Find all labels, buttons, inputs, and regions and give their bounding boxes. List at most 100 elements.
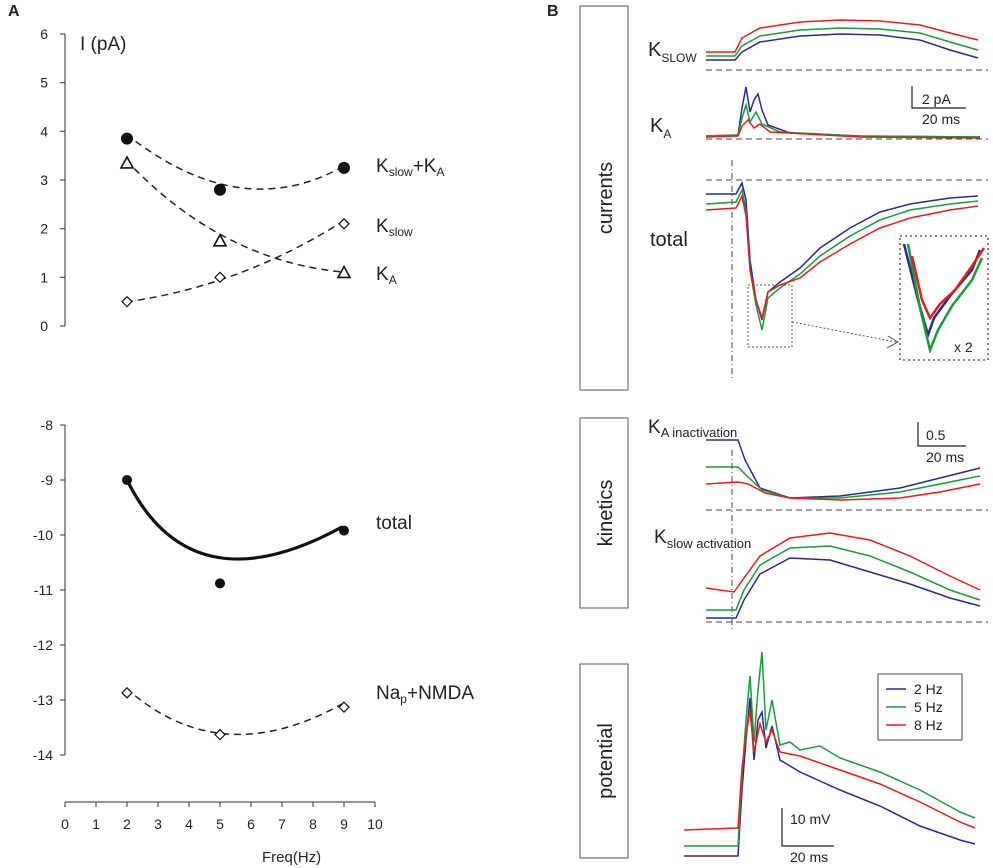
potential-scalebar-time: 20 ms — [790, 849, 828, 865]
potential-box-label: potential — [595, 723, 617, 799]
legend-label-5hz: 5 Hz — [914, 699, 943, 715]
bottom-y-ticks: -14 -13 -12 -11 -10 -9 -8 — [33, 417, 65, 763]
potential-box — [579, 663, 629, 859]
label-nap-nmda: Nap+NMDA — [376, 683, 474, 706]
marker-total — [339, 525, 349, 536]
inset-trace-8hz — [910, 247, 986, 321]
label-total-trace: total — [650, 229, 688, 251]
kslow-act-trace-8hz — [705, 532, 981, 593]
label-kslow: Kslow — [376, 216, 413, 239]
marker-kslow — [121, 295, 133, 308]
legend: 2 Hz 5 Hz 8 Hz — [877, 673, 963, 741]
top-y-tick-label: 6 — [40, 26, 48, 42]
label-kslow-activation: Kslow activation — [654, 527, 751, 551]
bottom-y-tick-label: -8 — [41, 417, 54, 433]
currents-scalebar — [911, 86, 966, 109]
inset-box — [899, 235, 989, 361]
marker-nap-nmda — [121, 687, 133, 699]
currents-box — [579, 5, 629, 391]
x-tick-label: 2 — [123, 816, 131, 832]
x-tick-label: 8 — [309, 816, 317, 832]
inset-zoom-label: x 2 — [954, 339, 973, 355]
top-y-ticks: 0 1 2 3 4 5 6 — [40, 26, 65, 334]
top-y-tick-label: 4 — [40, 123, 48, 139]
marker-nap-nmda — [338, 701, 350, 713]
panel-b: currents kinetics potential KSLOW KA tot… — [579, 5, 989, 865]
fit-nap-nmda — [125, 687, 343, 736]
legend-label-2hz: 2 Hz — [914, 681, 943, 697]
data-markers — [119, 132, 352, 741]
kinetics-box-label: kinetics — [595, 480, 617, 547]
x-tick-label: 6 — [247, 816, 255, 832]
kslow-act-trace-5hz — [706, 545, 981, 611]
potential-trace-8hz — [683, 709, 976, 831]
x-tick-label: 10 — [367, 816, 383, 832]
label-ka-inactivation: KA inactivation — [648, 417, 737, 440]
marker-kslow-ka — [121, 132, 133, 145]
label-ka: KA — [376, 264, 397, 287]
marker-kslow-ka — [214, 183, 226, 196]
x-tick-label: 0 — [61, 816, 69, 832]
bottom-y-tick-label: -9 — [41, 472, 54, 488]
bottom-y-tick-label: -12 — [33, 637, 53, 653]
ka-trace-5hz — [705, 102, 981, 138]
top-y-tick-label: 0 — [40, 318, 48, 334]
y-axis-label: I (pA) — [80, 34, 126, 55]
x-tick-label: 1 — [92, 816, 100, 832]
currents-scalebar-time: 20 ms — [922, 111, 960, 127]
potential-scalebar-amplitude: 10 mV — [790, 811, 831, 827]
potential-trace-5hz — [684, 651, 976, 847]
kinetics-box — [579, 417, 629, 609]
potential-trace-2hz — [684, 697, 976, 857]
top-y-tick-label: 1 — [40, 269, 48, 285]
kinetics-scalebar — [917, 422, 966, 447]
total-trace-8hz — [705, 193, 979, 321]
fit-ka — [125, 159, 343, 273]
kslow-act-trace-2hz — [706, 557, 981, 619]
bottom-y-tick-label: -11 — [34, 582, 53, 598]
panel-label-b: B — [547, 3, 559, 20]
zoom-region — [747, 284, 793, 348]
x-tick-label: 4 — [185, 816, 193, 832]
fit-kslow — [125, 221, 343, 303]
kslow-trace-5hz — [706, 27, 979, 57]
marker-ka — [119, 155, 135, 169]
marker-kslow — [338, 217, 350, 230]
label-total: total — [376, 513, 412, 534]
zoom-arrowhead — [886, 335, 900, 349]
currents-box-label: currents — [595, 162, 617, 234]
fit-total — [124, 477, 343, 561]
top-y-tick-label: 5 — [40, 75, 48, 91]
kslow-trace-8hz — [706, 19, 979, 53]
x-axis-label: Freq(Hz) — [262, 849, 321, 866]
marker-ka — [336, 264, 352, 279]
label-ka-trace: KA — [650, 115, 671, 141]
ka-inact-trace-5hz — [706, 466, 981, 499]
marker-kslow — [214, 271, 226, 284]
bottom-y-tick-label: -13 — [33, 692, 53, 708]
x-tick-label: 3 — [154, 816, 162, 832]
label-kslow-trace: KSLOW — [648, 39, 697, 65]
kinetics-scalebar-amplitude: 0.5 — [926, 427, 946, 443]
panel-label-a: A — [8, 3, 20, 20]
kslow-trace-2hz — [706, 33, 979, 61]
total-trace-2hz — [706, 180, 979, 321]
marker-kslow-ka — [338, 161, 350, 174]
bottom-y-tick-label: -14 — [33, 747, 53, 763]
ka-inact-trace-8hz — [705, 481, 981, 501]
top-y-tick-label: 2 — [40, 221, 48, 237]
zoom-pointer — [791, 321, 897, 343]
marker-ka — [212, 233, 228, 247]
x-tick-label: 7 — [278, 816, 286, 832]
inset-trace-5hz — [906, 243, 984, 355]
kinetics-scalebar-time: 20 ms — [926, 449, 964, 465]
marker-total — [215, 578, 225, 589]
x-ticks: 0 1 2 3 4 5 6 7 8 9 10 — [61, 802, 383, 832]
bottom-y-tick-label: -10 — [33, 527, 53, 543]
currents-scalebar-amplitude: 2 pA — [922, 91, 951, 107]
marker-nap-nmda — [214, 728, 226, 741]
panel-a: 0 1 2 3 4 5 6 I (pA) -14 -13 -12 -11 -10 -9 -8 0 1 2 3 4… — [33, 26, 475, 866]
top-y-tick-label: 3 — [40, 172, 48, 188]
total-trace-5hz — [705, 187, 979, 331]
